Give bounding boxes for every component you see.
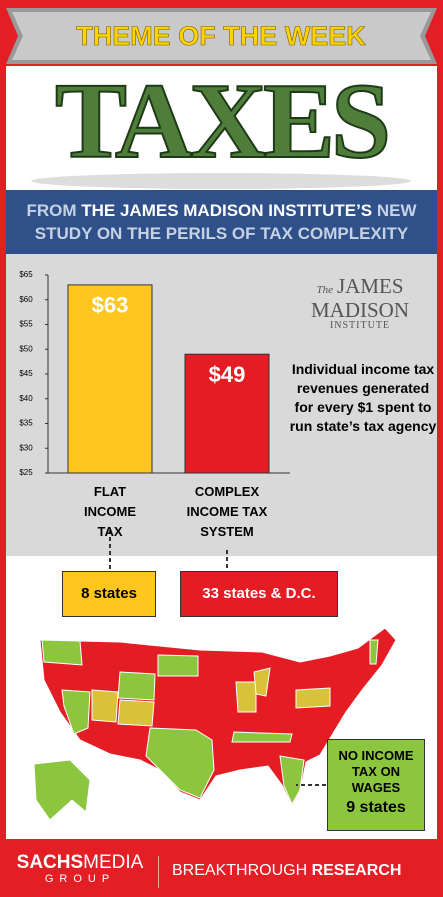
hero-word: TAXES bbox=[55, 66, 387, 181]
no-tax-text: NO INCOME bbox=[338, 748, 414, 763]
logo-line: INSTITUTE bbox=[329, 320, 391, 331]
map-region bbox=[91, 689, 119, 723]
y-tick-label: $35 bbox=[19, 419, 33, 428]
map-region bbox=[157, 654, 199, 677]
x-tick-label: FLAT INCOME TAX bbox=[84, 484, 136, 539]
y-tick-label: $25 bbox=[19, 468, 33, 477]
tag-text: BREAKTHROUGH bbox=[172, 862, 312, 879]
map-region bbox=[295, 687, 331, 709]
hero: TAXES bbox=[31, 66, 411, 189]
map-region bbox=[145, 727, 215, 799]
group-box: 8 states bbox=[62, 571, 156, 617]
footer-brand: SACHSMEDIA GROUP bbox=[10, 852, 150, 886]
no-tax-count: 9 states bbox=[346, 799, 406, 816]
y-tick-label: $40 bbox=[19, 394, 33, 403]
no-tax-text: TAX ON bbox=[351, 764, 401, 779]
map-region bbox=[231, 731, 293, 743]
y-tick-label: $50 bbox=[19, 344, 33, 353]
headline: FROM THE JAMES MADISON INSTITUTE’S NEW S… bbox=[6, 190, 437, 254]
map-region bbox=[253, 667, 271, 697]
logo-line: MADISON bbox=[310, 298, 409, 322]
hero-panel bbox=[6, 66, 437, 190]
y-tick-label: $30 bbox=[19, 443, 33, 452]
y-tick-label: $60 bbox=[19, 295, 33, 304]
tag-text: RESEARCH bbox=[311, 862, 402, 879]
divider bbox=[158, 856, 159, 888]
logo: The JAMES MADISON INSTITUTE bbox=[300, 274, 420, 332]
group-box: 33 states & D.C. bbox=[180, 571, 338, 617]
no-tax-text: WAGES bbox=[351, 780, 401, 795]
headline-text: NEW STUDY ON THE PERILS OF TAX COMPLEXIT… bbox=[34, 201, 417, 243]
no-tax-box: NO INCOME TAX ON WAGES 9 states bbox=[327, 739, 425, 831]
brand-text: SACHS bbox=[16, 852, 84, 873]
headline-source: THE JAMES MADISON INSTITUTE’S bbox=[81, 201, 373, 220]
bar bbox=[67, 284, 153, 474]
banner-title: THEME OF THE WEEK bbox=[76, 21, 366, 51]
brand-text: MEDIA bbox=[83, 852, 144, 873]
y-tick-label: $55 bbox=[19, 320, 33, 329]
banner: THEME OF THE WEEK bbox=[6, 8, 437, 64]
y-tick-label: $65 bbox=[19, 270, 33, 279]
map-region bbox=[117, 699, 155, 727]
map-region bbox=[33, 759, 91, 821]
logo-small: The bbox=[316, 284, 333, 296]
map-region bbox=[369, 639, 379, 665]
chart-description: Individual income tax revenues generated… bbox=[289, 361, 437, 434]
headline-text: FROM bbox=[26, 201, 82, 220]
map-region bbox=[41, 639, 83, 666]
bar-value-label: $63 bbox=[92, 293, 129, 318]
logo-line: JAMES bbox=[336, 274, 404, 298]
map-region bbox=[279, 755, 305, 806]
brand-sub: GROUP bbox=[44, 873, 116, 885]
bar-value-label: $49 bbox=[209, 362, 246, 387]
map-region bbox=[61, 689, 91, 735]
footer-tagline: BREAKTHROUGH RESEARCH bbox=[172, 862, 401, 880]
x-tick-label: COMPLEX INCOME TAX SYSTEM bbox=[186, 484, 268, 539]
map-region bbox=[117, 671, 156, 701]
map-region bbox=[235, 681, 257, 713]
y-tick-label: $45 bbox=[19, 369, 33, 378]
